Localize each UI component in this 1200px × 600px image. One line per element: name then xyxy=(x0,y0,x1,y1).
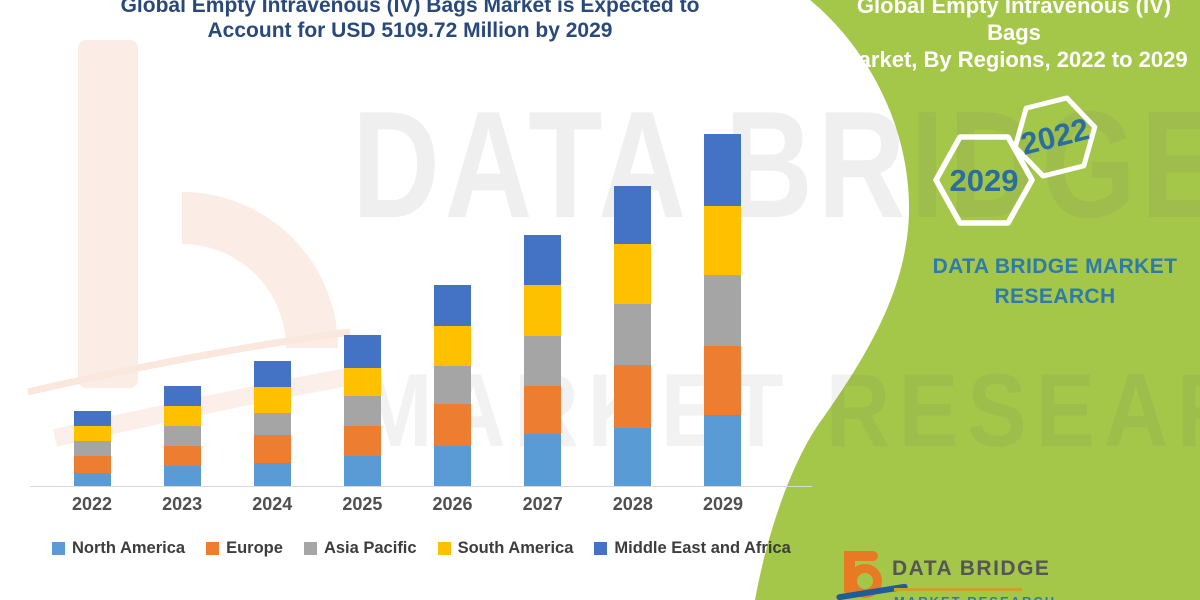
x-axis-label-2026: 2026 xyxy=(432,494,473,514)
legend-swatch-asia-pacific xyxy=(303,542,317,555)
year-hexagons: 2029 2022 xyxy=(933,95,1098,226)
x-axis-label-2029: 2029 xyxy=(702,494,743,514)
bar-segment-2023-south-america xyxy=(163,406,201,427)
bar-segment-2022-south-america xyxy=(73,426,111,441)
bar-2024 xyxy=(253,361,291,486)
side-panel-title-line2: Market, By Regions, 2022 to 2029 xyxy=(840,47,1188,72)
bar-segment-2022-asia-pacific xyxy=(73,440,111,457)
legend-swatch-europe xyxy=(206,542,220,555)
footer-logo-subtext: MARKET RESEARCH xyxy=(894,594,1056,600)
chart-legend: North America Europe Asia Pacific South Ame… xyxy=(52,539,792,558)
brand-name: DATA BRIDGE MARKET RESEARCH xyxy=(928,252,1182,312)
bar-2022 xyxy=(73,411,111,486)
legend-label: Europe xyxy=(226,539,283,557)
bar-2027 xyxy=(524,235,562,486)
bar-segment-2028-asia-pacific xyxy=(614,303,652,366)
bar-segment-2022-north-america xyxy=(73,472,111,486)
legend-item-europe: Europe xyxy=(206,539,283,558)
hexagon-2029: 2029 xyxy=(933,134,1035,226)
bar-segment-2027-south-america xyxy=(524,285,562,337)
x-axis-label-2024: 2024 xyxy=(252,494,293,514)
bar-segment-2024-europe xyxy=(253,435,291,463)
bar-segment-2026-asia-pacific xyxy=(434,366,472,405)
legend-label: North America xyxy=(72,539,186,557)
x-axis-label-2028: 2028 xyxy=(612,494,653,514)
x-axis-label-2022: 2022 xyxy=(71,494,113,514)
chart-title-line2: Account for USD 5109.72 Million by 2029 xyxy=(207,19,613,42)
bar-segment-2024-north-america xyxy=(253,463,291,486)
legend-item-middle-east-and-africa: Middle East and Africa xyxy=(594,539,791,558)
bar-2023 xyxy=(163,386,201,486)
side-panel-title: Global Empty Intravenous (IV) Bags Marke… xyxy=(828,0,1200,73)
x-axis-line xyxy=(30,486,812,487)
legend-label: Asia Pacific xyxy=(323,539,417,557)
stacked-bar-chart: 2022 2023 2024 2025 2026 2027 2028 2029 xyxy=(30,134,812,514)
legend-swatch-middle-east-and-africa xyxy=(594,542,608,555)
bar-segment-2026-north-america xyxy=(434,446,472,486)
x-axis-label-2023: 2023 xyxy=(162,494,203,514)
background-logo-watermark xyxy=(27,40,377,447)
bar-segment-2023-north-america xyxy=(163,466,201,486)
bar-segment-2025-south-america xyxy=(343,368,381,397)
bar-segment-2026-south-america xyxy=(434,326,472,367)
bar-segment-2029-europe xyxy=(704,346,742,416)
bar-segment-2023-asia-pacific xyxy=(163,426,201,447)
bar-segment-2027-middle-east-and-africa xyxy=(524,235,562,286)
bar-segment-2025-europe xyxy=(343,426,381,457)
bar-segment-2027-asia-pacific xyxy=(524,336,562,387)
chart-title: Global Empty Intravenous (IV) Bags Marke… xyxy=(58,0,762,43)
footer-logo-underline xyxy=(894,588,1022,591)
legend-swatch-north-america xyxy=(52,542,65,555)
legend-swatch-south-america xyxy=(437,542,451,555)
bar-segment-2028-europe xyxy=(614,365,652,428)
bar-segment-2027-europe xyxy=(524,386,562,435)
bar-2028 xyxy=(614,185,652,486)
bar-2026 xyxy=(434,285,472,486)
bar-segment-2025-north-america xyxy=(343,456,381,486)
bar-segment-2024-middle-east-and-africa xyxy=(253,361,291,388)
bar-segment-2029-asia-pacific xyxy=(704,274,742,347)
brand-name-line1: DATA BRIDGE MARKET xyxy=(932,255,1178,278)
bar-segment-2022-europe xyxy=(73,456,111,473)
hexagon-2029-label: 2029 xyxy=(950,163,1019,198)
bar-segment-2023-europe xyxy=(163,446,201,467)
legend-item-north-america: North America xyxy=(52,539,185,558)
bar-segment-2029-middle-east-and-africa xyxy=(704,134,742,206)
bar-segment-2028-south-america xyxy=(614,243,652,304)
logo-b-topbar xyxy=(844,551,878,561)
bar-segment-2029-north-america xyxy=(704,415,742,486)
x-axis-label-2027: 2027 xyxy=(522,494,563,514)
x-axis-label-2025: 2025 xyxy=(342,494,383,514)
bar-segment-2024-south-america xyxy=(253,387,291,413)
bar-segment-2026-europe xyxy=(434,404,472,447)
bar-segment-2022-middle-east-and-africa xyxy=(73,411,111,427)
bar-segment-2029-south-america xyxy=(704,205,742,275)
footer-logo-text: DATA BRIDGE xyxy=(892,557,1051,580)
bar-segment-2028-middle-east-and-africa xyxy=(614,185,652,244)
legend-label: South America xyxy=(457,539,574,557)
bar-2029 xyxy=(704,134,742,486)
legend-item-south-america: South America xyxy=(437,539,574,558)
bar-segment-2024-asia-pacific xyxy=(253,413,291,436)
side-panel-title-line1: Global Empty Intravenous (IV) Bags xyxy=(856,0,1172,45)
bar-segment-2027-north-america xyxy=(524,434,562,486)
bar-segment-2025-middle-east-and-africa xyxy=(343,335,381,369)
legend-label: Middle East and Africa xyxy=(614,539,791,557)
bar-2025 xyxy=(343,335,381,486)
bar-segment-2023-middle-east-and-africa xyxy=(163,386,201,407)
hexagon-2022-label: 2022 xyxy=(1017,111,1092,162)
legend-item-asia-pacific: Asia Pacific xyxy=(303,539,417,558)
bar-segment-2025-asia-pacific xyxy=(343,396,381,427)
bar-segment-2026-middle-east-and-africa xyxy=(434,285,472,327)
chart-title-line1: Global Empty Intravenous (IV) Bags Marke… xyxy=(120,0,700,17)
brand-name-line2: RESEARCH xyxy=(994,285,1116,308)
footer-logo: DATA BRIDGE MARKET RESEARCH xyxy=(835,551,1166,600)
bar-segment-2028-north-america xyxy=(614,427,652,486)
hexagon-2022: 2022 xyxy=(1012,95,1098,179)
